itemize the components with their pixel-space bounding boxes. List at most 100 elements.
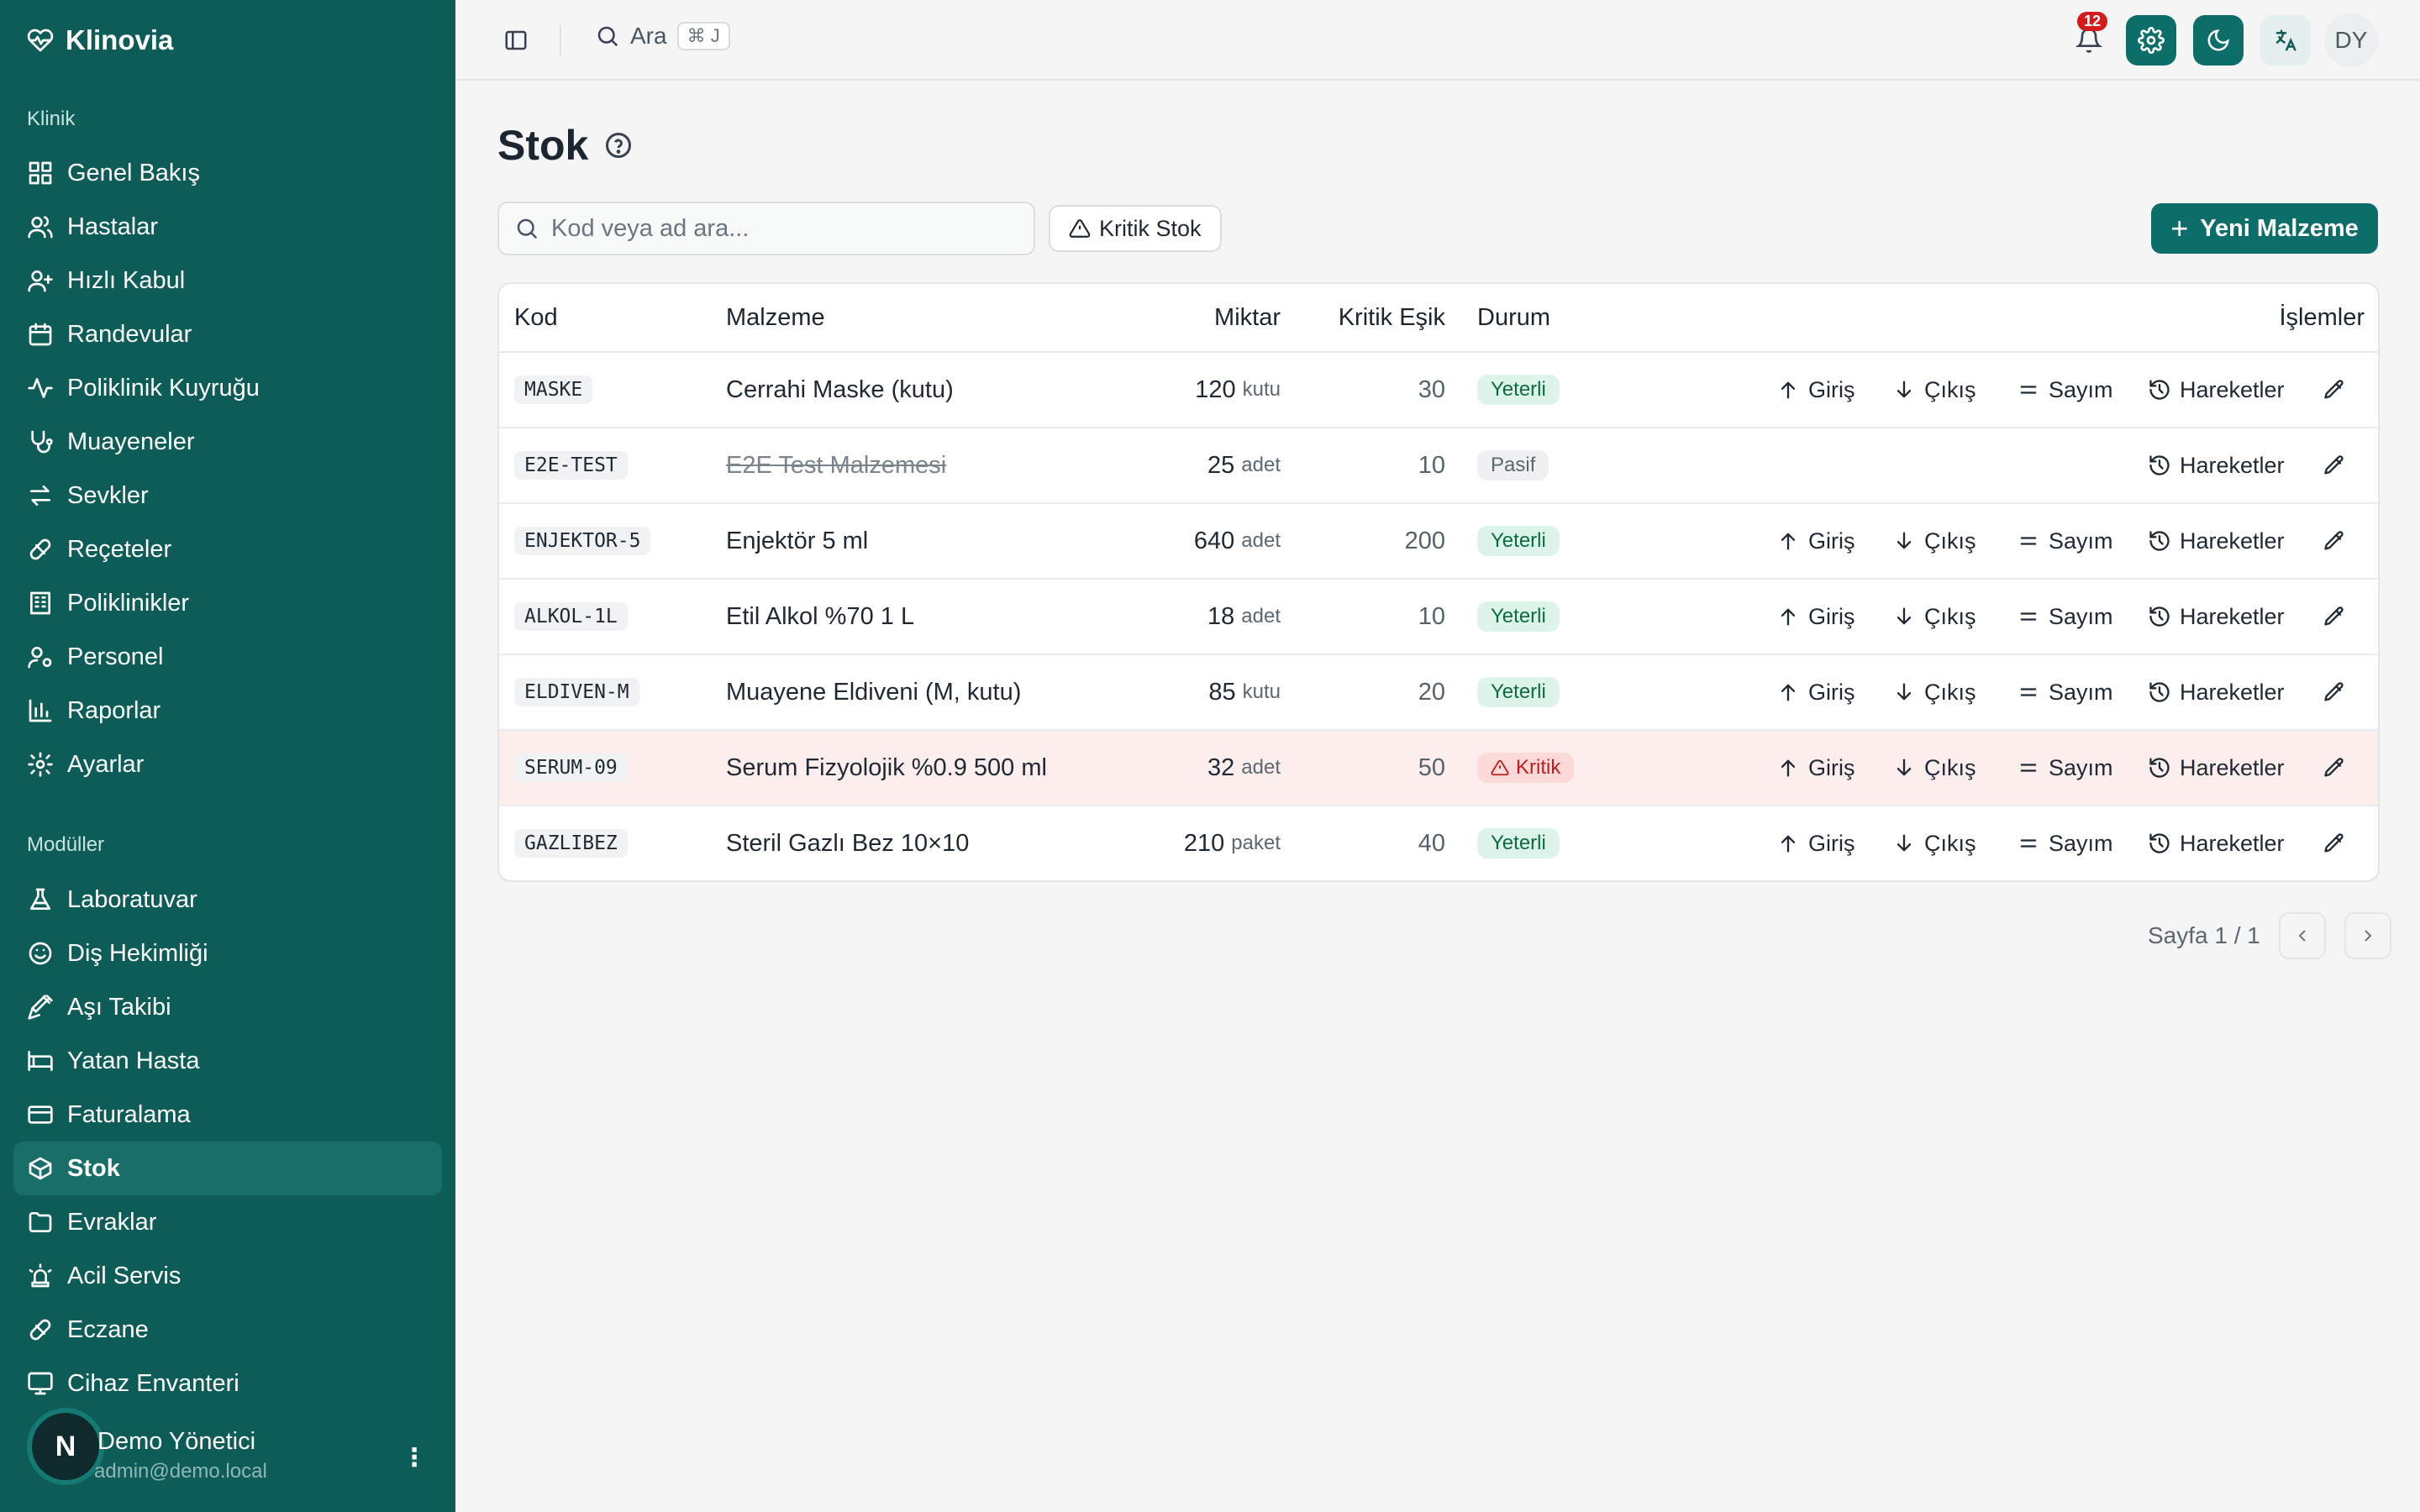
sidebar-item-poliklinik-kuyruğu[interactable]: Poliklinik Kuyruğu [13,361,442,415]
item-unit: adet [1241,529,1281,552]
pencil-icon [2323,680,2346,704]
activity-icon [27,375,54,402]
history-icon [2148,756,2171,780]
theme-toggle-button[interactable] [2193,15,2244,66]
in-action-button[interactable]: Giriş [1776,655,1855,729]
edit-button[interactable] [2323,731,2346,805]
sidebar-item-ayarlar[interactable]: Ayarlar [13,738,442,791]
brand[interactable]: Klinovia [27,24,173,57]
history-action-button[interactable]: Hareketler [2148,504,2285,578]
history-action-button[interactable]: Hareketler [2148,353,2285,427]
item-name: Steril Gazlı Bez 10×10 [726,829,970,857]
count-action-button[interactable]: Sayım [2017,806,2113,880]
sidebar-item-diş-hekimliği[interactable]: Diş Hekimliği [13,927,442,980]
sidebar-item-raporlar[interactable]: Raporlar [13,684,442,738]
history-action-button[interactable]: Hareketler [2148,580,2285,654]
edit-button[interactable] [2323,580,2346,654]
item-name: Enjektör 5 ml [726,527,869,554]
in-action-button[interactable]: Giriş [1776,806,1855,880]
sidebar-item-acil-servis[interactable]: Acil Servis [13,1249,442,1303]
sidebar-item-laboratuvar[interactable]: Laboratuvar [13,873,442,927]
history-action-button[interactable]: Hareketler [2148,428,2285,502]
history-action-button[interactable]: Hareketler [2148,806,2285,880]
stock-search-input[interactable]: Kod veya ad ara... [497,202,1035,255]
page-title: Stok [497,121,634,170]
sidebar-item-label: Evraklar [67,1208,157,1236]
history-action-label: Hareketler [2180,452,2285,478]
sidebar-item-randevular[interactable]: Randevular [13,307,442,361]
sidebar-item-stok[interactable]: Stok [13,1142,442,1195]
new-item-button[interactable]: + Yeni Malzeme [2151,203,2378,254]
status-text: Pasif [1491,454,1536,476]
history-action-button[interactable]: Hareketler [2148,655,2285,729]
count-action-button[interactable]: Sayım [2017,655,2113,729]
sidebar-item-label: Yatan Hasta [67,1047,200,1074]
out-action-button[interactable]: Çıkış [1892,655,1976,729]
out-action-button[interactable]: Çıkış [1892,580,1976,654]
box-icon [27,1155,54,1182]
in-action-button[interactable]: Giriş [1776,731,1855,805]
count-action-button[interactable]: Sayım [2017,353,2113,427]
edit-button[interactable] [2323,655,2346,729]
out-action-button[interactable]: Çıkış [1892,731,1976,805]
item-unit: paket [1231,832,1281,854]
edit-button[interactable] [2323,428,2346,502]
sidebar-item-reçeteler[interactable]: Reçeteler [13,522,442,576]
sidebar-item-poliklinikler[interactable]: Poliklinikler [13,576,442,630]
user-profile[interactable]: N Demo Yönetici admin@demo.local ⋮ [27,1408,430,1492]
out-action-button[interactable]: Çıkış [1892,353,1976,427]
sidebar-item-muayeneler[interactable]: Muayeneler [13,415,442,469]
next-page-button[interactable] [2344,912,2391,959]
edit-button[interactable] [2323,504,2346,578]
sidebar-toggle-icon[interactable] [499,24,533,57]
history-icon [2148,454,2171,477]
table-row: E2E-TEST E2E Test Malzemesi 25 adet 10 Pasif H… [499,428,2378,504]
history-action-button[interactable]: Hareketler [2148,731,2285,805]
settings-button[interactable] [2126,15,2176,66]
count-action-button[interactable]: Sayım [2017,731,2113,805]
sidebar-item-yatan-hasta[interactable]: Yatan Hasta [13,1034,442,1088]
critical-stock-filter-button[interactable]: Kritik Stok [1049,205,1222,252]
user-avatar-button[interactable]: DY [2324,13,2378,67]
global-search-button[interactable]: Ara ⌘ J [595,22,730,50]
history-action-label: Hareketler [2180,603,2285,629]
status-text: Yeterli [1491,680,1546,703]
sidebar-item-hızlı-kabul[interactable]: Hızlı Kabul [13,254,442,307]
grid-icon [27,160,54,186]
language-button[interactable] [2260,15,2311,66]
edit-button[interactable] [2323,806,2346,880]
sidebar-item-eczane[interactable]: Eczane [13,1303,442,1357]
pencil-icon [2323,605,2346,628]
sidebar-item-genel-bakış[interactable]: Genel Bakış [13,146,442,200]
out-action-button[interactable]: Çıkış [1892,504,1976,578]
sidebar-item-label: Faturalama [67,1100,191,1128]
sidebar-item-evraklar[interactable]: Evraklar [13,1195,442,1249]
more-vertical-icon[interactable]: ⋮ [402,1444,427,1472]
gear-icon [27,751,54,778]
sidebar-item-personel[interactable]: Personel [13,630,442,684]
in-action-button[interactable]: Giriş [1776,580,1855,654]
count-action-button[interactable]: Sayım [2017,580,2113,654]
siren-icon [27,1263,54,1289]
out-action-button[interactable]: Çıkış [1892,806,1976,880]
nav-klinik: Genel Bakış Hastalar Hızlı Kabul Randevular… [13,146,442,791]
status-badge: Yeterli [1477,677,1560,707]
help-circle-icon[interactable] [603,130,634,160]
sidebar-item-faturalama[interactable]: Faturalama [13,1088,442,1142]
edit-button[interactable] [2323,353,2346,427]
sidebar-item-sevkler[interactable]: Sevkler [13,469,442,522]
prev-page-button[interactable] [2278,912,2326,959]
pill-icon [27,536,54,563]
in-action-button[interactable]: Giriş [1776,504,1855,578]
count-action-button[interactable]: Sayım [2017,504,2113,578]
sidebar-item-hastalar[interactable]: Hastalar [13,200,442,254]
status-badge: Kritik [1477,753,1575,783]
sidebar-item-aşı-takibi[interactable]: Aşı Takibi [13,980,442,1034]
bed-icon [27,1047,54,1074]
sidebar-item-cihaz-envanteri[interactable]: Cihaz Envanteri [13,1357,442,1410]
history-action-label: Hareketler [2180,754,2285,780]
sidebar: Klinovia Klinik Genel Bakış Hastalar Hızlı… [0,0,455,1512]
in-action-button[interactable]: Giriş [1776,353,1855,427]
pill-icon [27,1316,54,1343]
arrow-up-icon [1776,756,1800,780]
